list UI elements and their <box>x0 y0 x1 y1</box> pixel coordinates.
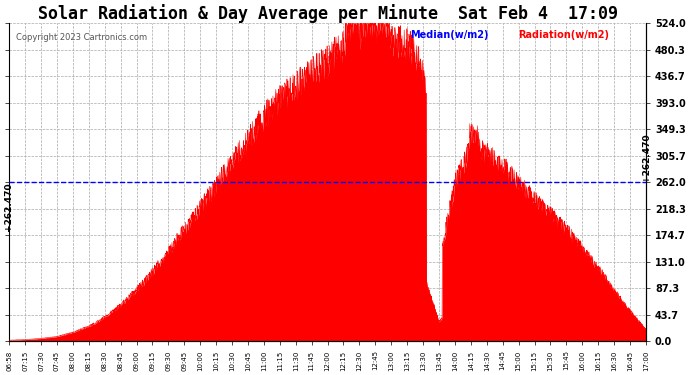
Text: Copyright 2023 Cartronics.com: Copyright 2023 Cartronics.com <box>16 33 147 42</box>
Text: +262.470: +262.470 <box>4 182 13 231</box>
Text: Median(w/m2): Median(w/m2) <box>411 30 489 40</box>
Title: Solar Radiation & Day Average per Minute  Sat Feb 4  17:09: Solar Radiation & Day Average per Minute… <box>37 4 618 23</box>
Text: +262.470: +262.470 <box>642 134 651 182</box>
Text: Radiation(w/m2): Radiation(w/m2) <box>519 30 609 40</box>
